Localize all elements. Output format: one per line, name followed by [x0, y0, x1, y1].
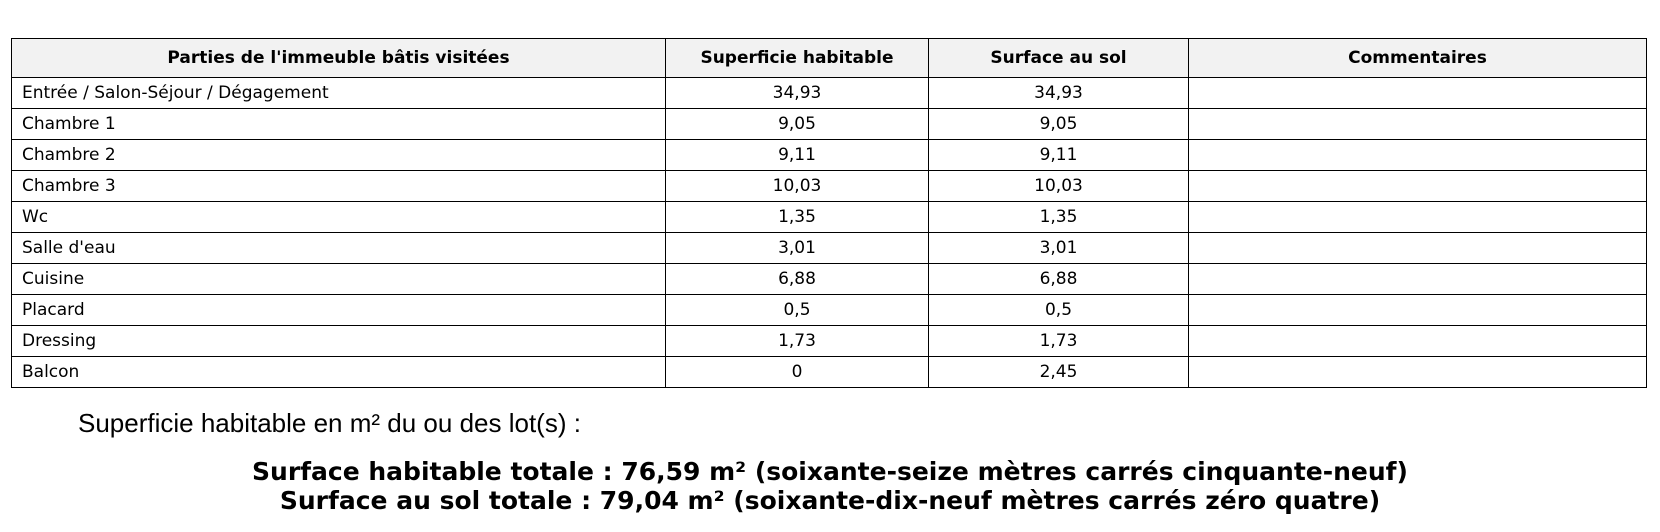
empty-cell: [1188, 294, 1647, 326]
empty-cell: [1188, 108, 1647, 140]
room-name: Chambre 3: [11, 170, 666, 202]
room-name: Dressing: [11, 325, 666, 357]
empty-cell: [1188, 139, 1647, 171]
table-row: Salle d'eau 3,01 3,01: [11, 232, 1647, 264]
area-value: 10,03: [665, 170, 929, 202]
area-value: 3,01: [928, 232, 1189, 264]
table-row: Placard 0,5 0,5: [11, 294, 1647, 326]
area-value: 2,45: [928, 356, 1189, 388]
area-value: 9,05: [665, 108, 929, 140]
room-name: Salle d'eau: [11, 232, 666, 264]
table-row: Cuisine 6,88 6,88: [11, 263, 1647, 295]
table-row: Chambre 2 9,11 9,11: [11, 139, 1647, 171]
empty-cell: [1188, 77, 1647, 109]
area-value: 0,5: [665, 294, 929, 326]
area-value: 34,93: [928, 77, 1189, 109]
room-name: Chambre 1: [11, 108, 666, 140]
empty-cell: [1188, 170, 1647, 202]
room-name: Entrée / Salon-Séjour / Dégagement: [11, 77, 666, 109]
table-row: Chambre 1 9,05 9,05: [11, 108, 1647, 140]
empty-cell: [1188, 232, 1647, 264]
header-cell: Surface au sol: [928, 38, 1189, 78]
summary-intro: Superficie habitable en m² du ou des lot…: [78, 408, 581, 438]
total-sol: Surface au sol totale : 79,04 m² (soixan…: [279, 486, 1381, 515]
total-habitable: Surface habitable totale : 76,59 m² (soi…: [252, 457, 1408, 486]
area-value: 3,01: [665, 232, 929, 264]
room-name: Wc: [11, 201, 666, 233]
room-name: Balcon: [11, 356, 666, 388]
table-row: Chambre 3 10,03 10,03: [11, 170, 1647, 202]
header-row: Parties de l'immeuble bâtis visitées Supe…: [11, 38, 1647, 78]
room-name: Placard: [11, 294, 666, 326]
area-value: 1,35: [928, 201, 1189, 233]
area-value: 1,73: [928, 325, 1189, 357]
table-row: Wc 1,35 1,35: [11, 201, 1647, 233]
area-value: 0,5: [928, 294, 1189, 326]
area-value: 9,11: [928, 139, 1189, 171]
area-value: 9,05: [928, 108, 1189, 140]
room-name: Chambre 2: [11, 139, 666, 171]
empty-cell: [1188, 263, 1647, 295]
empty-cell: [1188, 325, 1647, 357]
area-value: 10,03: [928, 170, 1189, 202]
area-value: 6,88: [928, 263, 1189, 295]
table-row: Dressing 1,73 1,73: [11, 325, 1647, 357]
header-cell: Parties de l'immeuble bâtis visitées: [11, 38, 666, 78]
area-value: 34,93: [665, 77, 929, 109]
area-value: 6,88: [665, 263, 929, 295]
area-value: 0: [665, 356, 929, 388]
table-row: Entrée / Salon-Séjour / Dégagement 34,93 3…: [11, 77, 1647, 109]
header-cell: Superficie habitable: [665, 38, 929, 78]
area-value: 1,73: [665, 325, 929, 357]
empty-cell: [1188, 356, 1647, 388]
surface-table: Parties de l'immeuble bâtis visitées Supe…: [11, 38, 1647, 388]
room-name: Cuisine: [11, 263, 666, 295]
area-value: 1,35: [665, 201, 929, 233]
empty-cell: [1188, 201, 1647, 233]
table-row: Balcon 0 2,45: [11, 356, 1647, 388]
header-cell: Commentaires: [1188, 38, 1647, 78]
area-value: 9,11: [665, 139, 929, 171]
